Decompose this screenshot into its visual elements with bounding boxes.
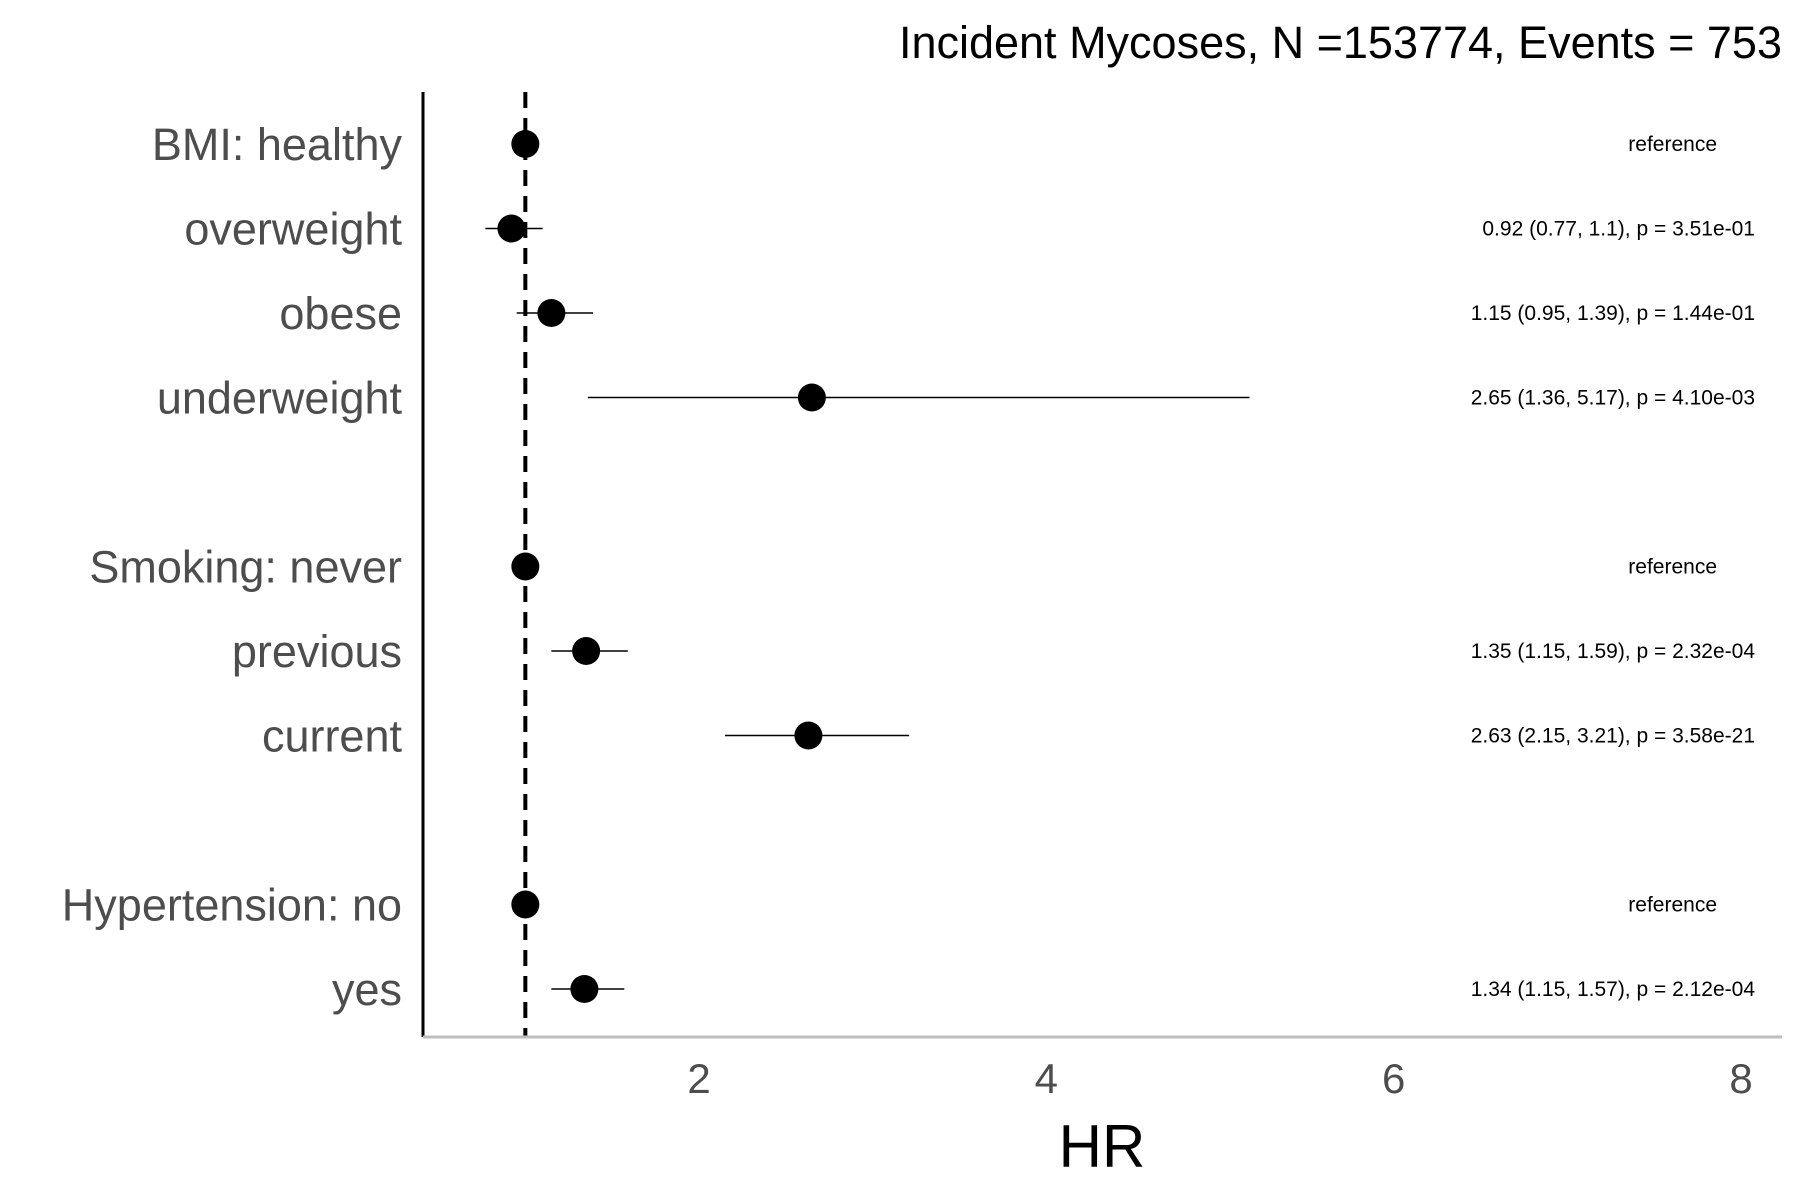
forest-row: Smoking: never reference xyxy=(89,542,1717,593)
hr-point xyxy=(794,721,823,750)
row-annotation: reference xyxy=(1628,894,1717,917)
x-axis-label: HR xyxy=(1059,1113,1146,1180)
row-annotation: 2.63 (2.15, 3.21), p = 3.58e-21 xyxy=(1471,725,1755,748)
hr-point xyxy=(511,552,540,581)
forest-row: obese 1.15 (0.95, 1.39), p = 1.44e-01 xyxy=(279,288,1755,339)
row-label: obese xyxy=(279,288,402,339)
row-label: current xyxy=(262,711,403,762)
forest-row: overweight 0.92 (0.77, 1.1), p = 3.51e-01 xyxy=(184,204,1755,255)
hr-point xyxy=(572,637,601,665)
row-label: previous xyxy=(232,626,402,677)
chart-title: Incident Mycoses, N =153774, Events = 75… xyxy=(899,17,1782,68)
forest-row: underweight 2.65 (1.36, 5.17), p = 4.10e-… xyxy=(157,373,1755,424)
row-label: Hypertension: no xyxy=(62,880,402,931)
x-ticks: 2 4 6 8 xyxy=(687,1055,1752,1102)
row-annotation: 2.65 (1.36, 5.17), p = 4.10e-03 xyxy=(1471,387,1755,410)
row-label: underweight xyxy=(157,373,403,424)
forest-row: previous 1.35 (1.15, 1.59), p = 2.32e-04 xyxy=(232,626,1755,677)
hr-point xyxy=(570,975,599,1003)
rows-layer: BMI: healthy reference overweight 0.92 (0.7… xyxy=(62,119,1756,1015)
forest-row: BMI: healthy reference xyxy=(152,119,1717,170)
row-annotation: 1.15 (0.95, 1.39), p = 1.44e-01 xyxy=(1471,302,1755,325)
row-label: Smoking: never xyxy=(89,542,402,593)
row-label: yes xyxy=(332,964,402,1015)
forest-row: current 2.63 (2.15, 3.21), p = 3.58e-21 xyxy=(262,711,1755,762)
hr-point xyxy=(537,299,566,327)
row-label: BMI: healthy xyxy=(152,119,403,170)
forest-row: yes 1.34 (1.15, 1.57), p = 2.12e-04 xyxy=(332,964,1755,1015)
x-tick-label: 8 xyxy=(1729,1055,1752,1102)
row-annotation: 0.92 (0.77, 1.1), p = 3.51e-01 xyxy=(1482,218,1755,241)
row-annotation: 1.35 (1.15, 1.59), p = 2.32e-04 xyxy=(1471,640,1756,663)
row-annotation: reference xyxy=(1628,556,1717,579)
x-tick-label: 6 xyxy=(1382,1055,1405,1102)
hr-point xyxy=(497,214,526,243)
x-tick-label: 2 xyxy=(687,1055,710,1102)
row-annotation: reference xyxy=(1628,133,1717,156)
forest-row: Hypertension: no reference xyxy=(62,880,1717,931)
hr-point xyxy=(511,890,540,919)
row-label: overweight xyxy=(184,204,402,255)
hr-point xyxy=(797,383,826,412)
row-annotation: 1.34 (1.15, 1.57), p = 2.12e-04 xyxy=(1471,978,1756,1001)
x-tick-label: 4 xyxy=(1035,1055,1058,1102)
hr-point xyxy=(511,130,540,158)
